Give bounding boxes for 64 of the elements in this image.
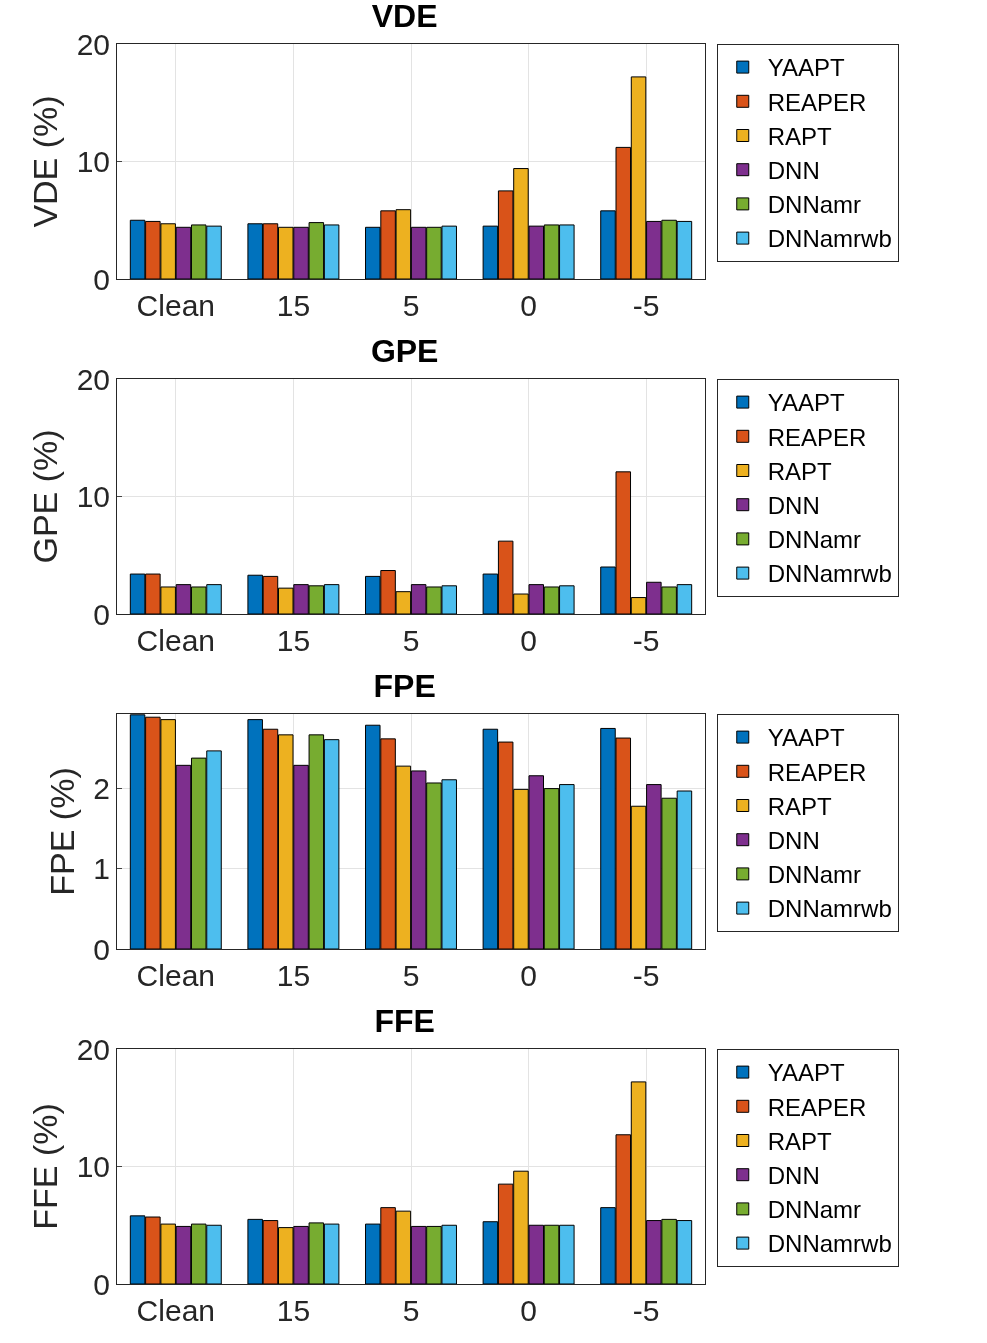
y-tick-label: 20: [76, 362, 110, 396]
x-tick-label: 15: [276, 624, 311, 657]
legend-label: RAPT: [767, 1127, 833, 1155]
legend-label: YAAPT: [767, 1059, 846, 1087]
y-axis-title: FFE (%): [26, 1103, 65, 1230]
legend-label: REAPER: [767, 758, 867, 786]
x-tick-label: 5: [402, 624, 420, 657]
y-axis-title: VDE (%): [26, 95, 65, 228]
legend-label: DNN: [767, 157, 820, 185]
legend-label: DNNamrwb: [767, 1230, 892, 1258]
x-tick-label: 15: [276, 1294, 311, 1327]
y-tick-label: 10: [76, 480, 110, 513]
legend-label: YAAPT: [767, 724, 846, 752]
x-tick-label: Clean: [136, 624, 215, 657]
legend-label: DNN: [767, 827, 820, 855]
x-tick-label: 0: [520, 624, 537, 657]
x-tick-label: Clean: [136, 959, 215, 992]
legend-label: RAPT: [767, 457, 833, 485]
chart-title: VDE: [371, 0, 438, 35]
x-tick-label: 5: [402, 959, 420, 992]
x-tick-label: -5: [632, 624, 660, 657]
x-tick-label: Clean: [136, 1294, 215, 1327]
y-axis-title: FPE (%): [42, 767, 81, 896]
legend-label: DNNamr: [767, 1196, 862, 1224]
legend-label: RAPT: [767, 792, 833, 820]
y-tick-label: 0: [93, 932, 110, 966]
chart-title: GPE: [370, 333, 439, 370]
x-tick-label: -5: [632, 959, 660, 992]
y-tick-label: 10: [76, 145, 110, 178]
y-tick-label: 0: [93, 597, 110, 631]
legend-label: DNNamrwb: [767, 895, 892, 923]
legend-label: DNNamrwb: [767, 225, 892, 253]
legend-label: DNN: [767, 1162, 820, 1190]
x-tick-label: Clean: [136, 289, 215, 322]
legend-label: DNNamr: [767, 526, 862, 554]
legend-label: DNN: [767, 492, 820, 520]
y-tick-label: 0: [93, 262, 110, 296]
legend-label: DNNamr: [767, 861, 862, 889]
legend-label: REAPER: [767, 88, 867, 116]
x-tick-label: -5: [632, 289, 660, 322]
legend-label: DNNamrwb: [767, 560, 892, 588]
x-tick-label: 15: [276, 289, 311, 322]
legend-label: REAPER: [767, 423, 867, 451]
x-tick-label: -5: [632, 1294, 660, 1327]
legend-label: RAPT: [767, 122, 833, 150]
x-tick-label: 0: [520, 289, 537, 322]
x-tick-label: 0: [520, 959, 537, 992]
x-tick-label: 5: [402, 1294, 420, 1327]
chart-title: FFE: [374, 1003, 435, 1040]
y-tick-label: 1: [93, 852, 110, 886]
y-tick-label: 2: [93, 772, 110, 806]
legend-label: DNNamr: [767, 191, 862, 219]
y-tick-label: 20: [76, 1032, 110, 1066]
y-tick-label: 20: [76, 27, 110, 61]
y-tick-label: 0: [93, 1267, 110, 1301]
legend-label: REAPER: [767, 1093, 867, 1121]
x-tick-label: 5: [402, 289, 420, 322]
x-tick-label: 15: [276, 959, 311, 992]
x-tick-label: 0: [520, 1294, 537, 1327]
legend-label: YAAPT: [767, 54, 846, 82]
y-axis-title: GPE (%): [26, 429, 65, 564]
y-tick-label: 10: [76, 1150, 110, 1183]
chart-title: FPE: [373, 668, 436, 705]
legend-label: YAAPT: [767, 389, 846, 417]
